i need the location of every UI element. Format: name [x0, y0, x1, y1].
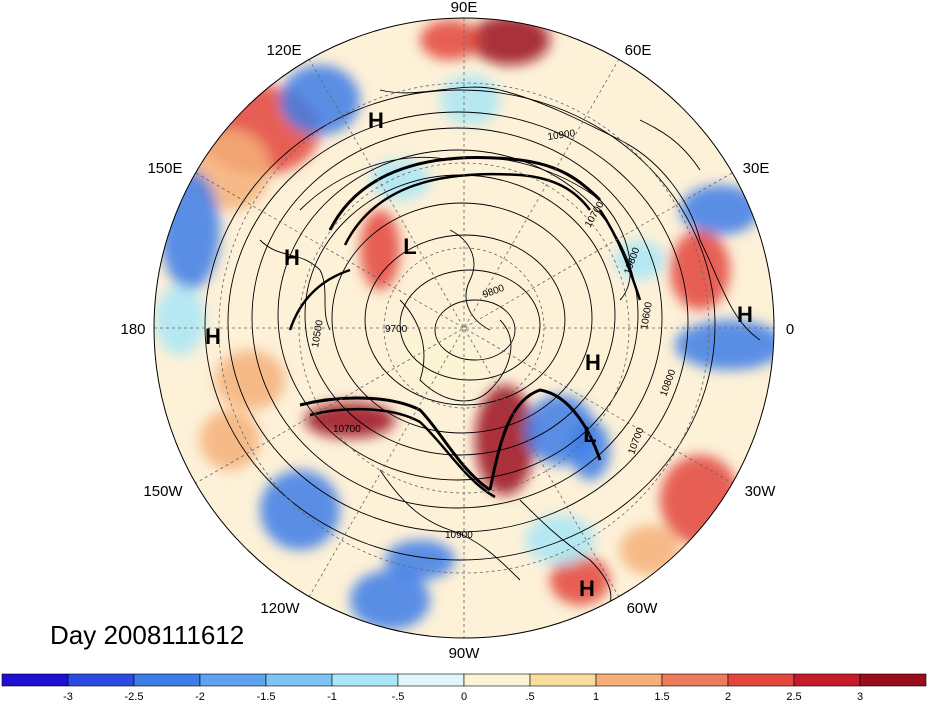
high-center: H [585, 350, 601, 375]
date-label: Day 2008111612 [50, 620, 245, 650]
colorbar-swatch [397, 673, 465, 687]
contour-label: 10600 [639, 301, 655, 331]
colorbar-swatch [1, 673, 69, 687]
colorbar: -3 -2.5 -2 -1.5 -1 -.5 0 .5 1 1.5 2 2.5 3 [1, 673, 927, 702]
colorbar-tick-label: 2.5 [786, 691, 801, 702]
anomaly-blob [525, 515, 595, 565]
map-boundary [153, 17, 775, 639]
colorbar-tick-label: -3 [63, 691, 73, 702]
anomaly-blob [385, 540, 455, 580]
anomaly-blob [155, 285, 205, 355]
anomaly-blob [200, 410, 260, 470]
lon-label-150w: 150W [143, 483, 183, 500]
contour-label: 9700 [385, 324, 408, 335]
anomaly-blob [670, 230, 730, 310]
anomaly-blob [550, 555, 610, 605]
low-center: L [583, 422, 596, 447]
lon-label-90w: 90W [449, 645, 481, 662]
pressure-centers: H H H H H H L L [205, 108, 753, 601]
colorbar-tick-label: 1.5 [654, 691, 669, 702]
lon-label-90e: 90E [451, 0, 478, 16]
lon-label-120w: 120W [260, 600, 300, 617]
lon-label-60e: 60E [625, 42, 652, 59]
colorbar-swatch [595, 673, 663, 687]
colorbar-tick-label: 0 [461, 691, 467, 702]
polar-stereographic-map: 90E 60E 30E 0 30W 60W 90W 120W 150W 180 … [120, 0, 794, 662]
lon-label-120e: 120E [266, 42, 301, 59]
colorbar-swatch [859, 673, 927, 687]
anomaly-blob [160, 170, 220, 290]
lon-label-60w: 60W [627, 600, 659, 617]
anomaly-blob [660, 455, 740, 545]
colorbar-tick-label: -2 [195, 691, 205, 702]
colorbar-swatch [331, 673, 399, 687]
lon-label-150e: 150E [147, 160, 182, 177]
anomaly-blob [350, 570, 430, 630]
low-center: L [403, 234, 416, 259]
colorbar-swatch [133, 673, 201, 687]
height-contours [204, 89, 716, 561]
contour-label: 10900 [445, 530, 473, 541]
high-center: H [579, 576, 595, 601]
colorbar-swatch [727, 673, 795, 687]
colorbar-tick-label: -.5 [392, 691, 405, 702]
colorbar-tick-label: .5 [525, 691, 534, 702]
anomaly-blob [680, 185, 760, 235]
anomaly-blob [675, 320, 774, 370]
anomaly-blob [620, 525, 680, 575]
anomaly-blob [215, 350, 285, 410]
anomaly-blob [615, 240, 665, 280]
anomaly-blob [470, 18, 550, 65]
colorbar-tick-label: 3 [857, 691, 863, 702]
colorbar-tick-label: 1 [593, 691, 599, 702]
lon-label-30w: 30W [745, 483, 777, 500]
anomaly-blob [370, 160, 430, 200]
colorbar-tick-label: -1.5 [257, 691, 276, 702]
colorbar-swatch [463, 673, 531, 687]
contour-label: 10700 [333, 424, 361, 435]
high-center: H [205, 324, 221, 349]
anomaly-blob [280, 65, 360, 135]
anomaly-blob [475, 385, 535, 495]
lon-label-0: 0 [786, 321, 794, 338]
high-center: H [284, 245, 300, 270]
anomaly-blob [570, 420, 610, 480]
colorbar-swatch [199, 673, 267, 687]
colorbar-tick-label: -1 [327, 691, 337, 702]
colorbar-swatch [661, 673, 729, 687]
colorbar-swatch [529, 673, 597, 687]
anomaly-blob [440, 75, 500, 125]
colorbar-tick-label: -2.5 [125, 691, 144, 702]
contour-label: 10900 [547, 128, 577, 143]
lon-label-180: 180 [120, 321, 145, 338]
colorbar-tick-label: 2 [725, 691, 731, 702]
longitude-labels: 90E 60E 30E 0 30W 60W 90W 120W 150W 180 … [120, 0, 794, 662]
contour-label: 10500 [310, 319, 326, 349]
colorbar-swatch [265, 673, 333, 687]
high-center: H [737, 302, 753, 327]
colorbar-swatch [793, 673, 861, 687]
anomaly-blob [400, 330, 480, 390]
anomaly-blob [360, 210, 400, 290]
high-center: H [368, 108, 384, 133]
anomaly-blob [420, 20, 480, 60]
colorbar-swatch [67, 673, 135, 687]
lon-label-30e: 30E [743, 160, 770, 177]
graticule [154, 18, 774, 638]
